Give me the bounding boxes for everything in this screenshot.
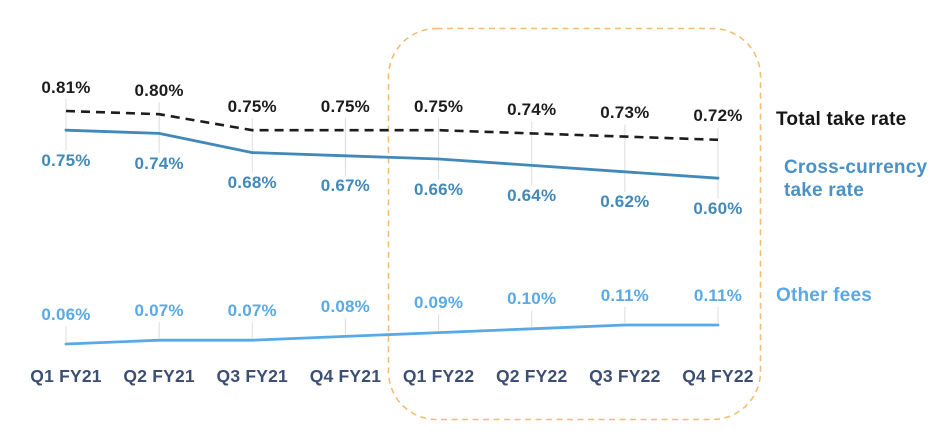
other-fees-value-label: 0.11% xyxy=(600,285,649,305)
other-fees-line xyxy=(64,323,720,346)
total-take-rate-value-label: 0.81% xyxy=(41,77,91,97)
x-axis-label: Q3 FY22 xyxy=(589,366,661,386)
other-fees-value-label: 0.11% xyxy=(693,285,743,305)
x-axis-label: Q1 FY22 xyxy=(402,366,475,386)
total-take-rate-value-label: 0.75% xyxy=(227,96,277,116)
legend-total-take-rate: Total take rate xyxy=(776,109,907,130)
x-axis-label: Q3 FY21 xyxy=(216,366,288,386)
other-fees-value-label: 0.07% xyxy=(134,300,184,320)
cross-currency-take-rate-value-label: 0.68% xyxy=(227,173,277,193)
cross-currency-take-rate-value-label: 0.74% xyxy=(134,153,184,173)
total-take-rate-value-label: 0.73% xyxy=(600,103,650,123)
other-fees-value-label: 0.08% xyxy=(320,296,370,316)
total-take-rate-value-label: 0.72% xyxy=(693,106,743,126)
cross-currency-take-rate-value-label: 0.67% xyxy=(320,176,370,196)
cross-currency-take-rate-value-label: 0.60% xyxy=(693,198,743,218)
cross-currency-take-rate-value-label: 0.62% xyxy=(600,192,650,212)
other-fees-value-label: 0.10% xyxy=(507,289,557,309)
cross-currency-take-rate-line xyxy=(64,128,720,180)
total-take-rate-value-label: 0.80% xyxy=(134,80,184,100)
cross-currency-take-rate-value-label: 0.66% xyxy=(413,179,464,199)
total-take-rate-line xyxy=(65,109,719,142)
total-take-rate-value-label: 0.75% xyxy=(320,96,370,116)
x-axis-label: Q4 FY22 xyxy=(682,366,754,386)
total-take-rate-value-label: 0.75% xyxy=(413,96,464,116)
fy22-highlight-box xyxy=(387,27,762,421)
other-fees-value-label: 0.06% xyxy=(41,304,91,324)
other-fees-value-label: 0.09% xyxy=(413,293,464,313)
x-axis-label: Q1 FY21 xyxy=(30,366,102,386)
x-axis-label: Q2 FY21 xyxy=(123,366,195,386)
cross-currency-take-rate-value-label: 0.75% xyxy=(41,150,91,170)
total-take-rate-value-label: 0.74% xyxy=(507,99,557,119)
legend-other-fees: Other fees xyxy=(776,285,872,306)
x-axis-label: Q2 FY22 xyxy=(495,366,568,386)
other-fees-value-label: 0.07% xyxy=(227,300,277,320)
x-axis-label: Q4 FY21 xyxy=(309,366,382,386)
legend-cross-currency-take-rate: Cross-currency take rate xyxy=(784,157,928,202)
cross-currency-take-rate-value-label: 0.64% xyxy=(507,185,557,205)
